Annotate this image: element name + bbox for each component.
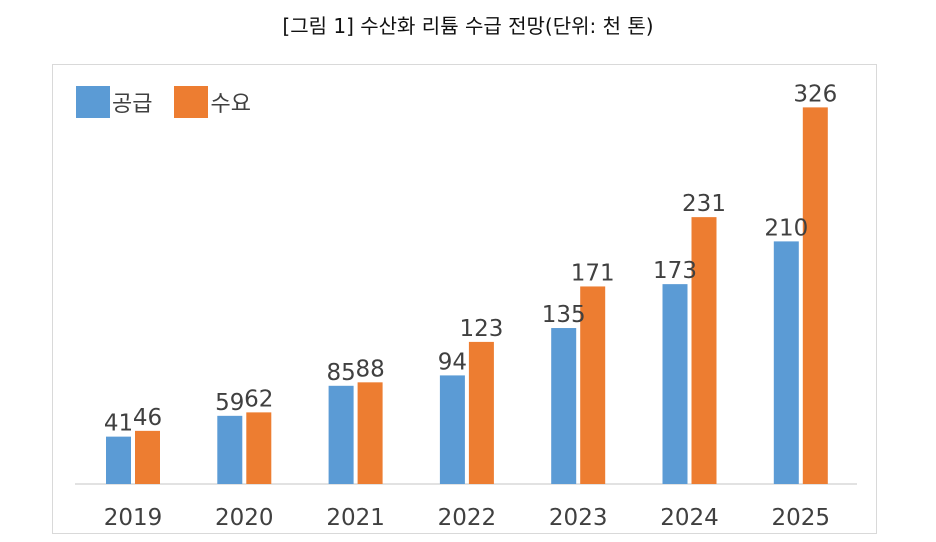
legend-label-demand: 수요	[210, 92, 251, 117]
bar-demand-2021	[357, 382, 383, 484]
bar-supply-2024	[662, 284, 688, 484]
bar-supply-2025	[773, 241, 799, 484]
data-label-demand-2021: 88	[355, 356, 384, 382]
legend-item-demand: 수요	[174, 86, 251, 118]
bar-demand-2020	[246, 412, 272, 484]
data-label-supply-2022: 94	[438, 349, 467, 375]
bar-supply-2021	[328, 385, 354, 484]
legend-swatch-supply	[76, 86, 110, 118]
data-label-supply-2024: 173	[653, 258, 697, 284]
legend-swatch-demand	[174, 86, 209, 118]
data-label-demand-2022: 123	[459, 316, 503, 342]
x-tick-label-2023: 2023	[549, 505, 608, 531]
legend-item-supply: 공급	[76, 86, 152, 118]
legend-label-supply: 공급	[112, 92, 153, 117]
x-tick-label-2022: 2022	[438, 505, 497, 531]
data-label-supply-2020: 59	[215, 390, 244, 416]
legend: 공급 수요	[76, 86, 273, 118]
data-label-demand-2023: 171	[571, 260, 615, 286]
x-tick-label-2021: 2021	[326, 505, 385, 531]
bar-supply-2022	[439, 375, 465, 484]
x-tick-label-2025: 2025	[772, 505, 831, 531]
bar-demand-2025	[802, 107, 828, 485]
x-tick-label-2020: 2020	[215, 505, 274, 531]
data-labels-group: 41 46 59 62 85 88 94 123 135 171 173 231 210 326	[104, 81, 837, 436]
bar-demand-2024	[691, 217, 717, 484]
bar-supply-2020	[217, 415, 243, 484]
x-tick-label-2024: 2024	[660, 505, 719, 531]
x-tick-labels-group: 2019 2020 2021 2022 2023 2024 2025	[104, 505, 830, 531]
data-label-demand-2020: 62	[244, 386, 273, 412]
bar-supply-2023	[551, 328, 577, 484]
data-label-supply-2025: 210	[764, 215, 808, 241]
bar-supply-2019	[106, 436, 131, 484]
data-label-supply-2019: 41	[104, 411, 133, 437]
data-label-supply-2023: 135	[542, 302, 586, 328]
data-label-supply-2021: 85	[326, 360, 355, 386]
x-tick-label-2019: 2019	[104, 505, 163, 531]
bar-demand-2023	[580, 286, 606, 484]
data-label-demand-2025: 326	[793, 81, 837, 107]
bar-demand-2019	[135, 430, 160, 484]
bar-demand-2022	[468, 341, 494, 484]
bars-group	[106, 107, 828, 485]
data-label-demand-2019: 46	[133, 405, 162, 431]
figure-caption: [그림 1] 수산화 리튬 수급 전망(단위: 천 톤)	[282, 14, 654, 38]
data-label-demand-2024: 231	[682, 191, 726, 217]
